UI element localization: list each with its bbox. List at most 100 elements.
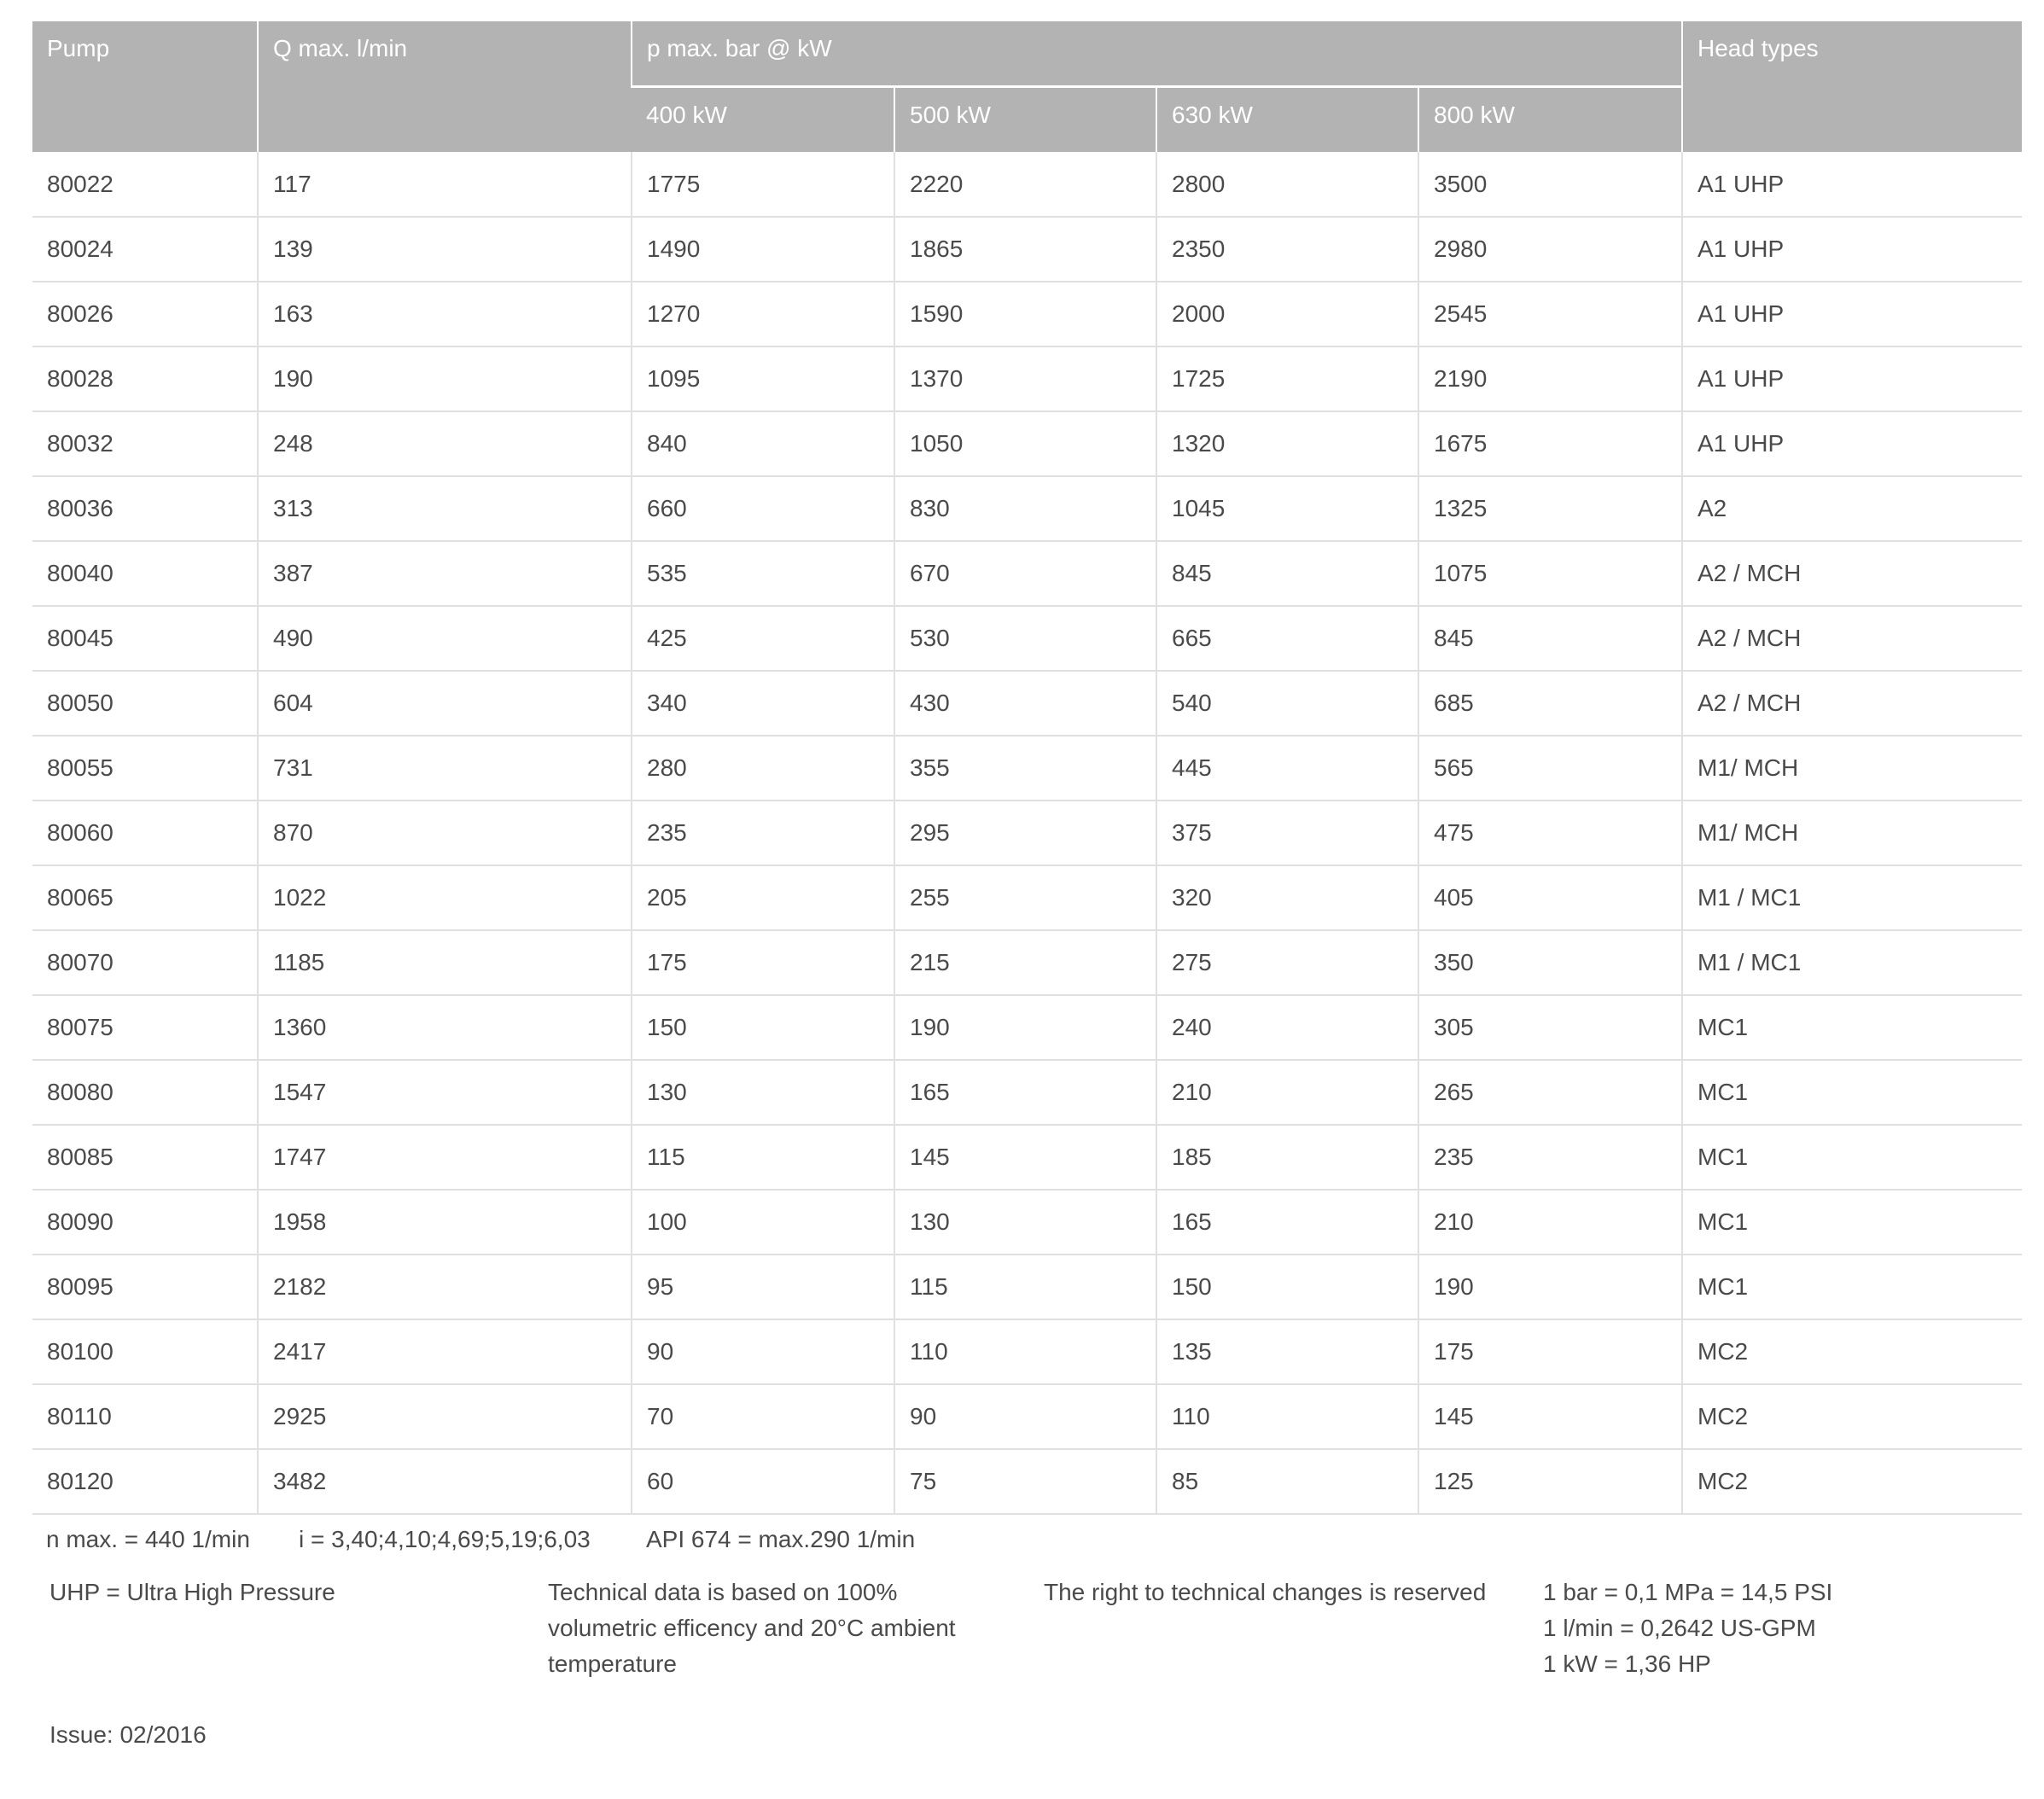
cell-pump: 80085 bbox=[32, 1125, 258, 1191]
table-row: 80070 1185 175 215 275 350 M1 / MC1 bbox=[32, 930, 2022, 996]
cell-p-800kw: 845 bbox=[1418, 606, 1682, 672]
cell-q-max: 139 bbox=[257, 217, 632, 282]
cell-head-type: MC2 bbox=[1681, 1384, 2022, 1450]
cell-pump: 80022 bbox=[32, 152, 258, 218]
cell-p-630kw: 540 bbox=[1156, 671, 1418, 736]
cell-p-800kw: 565 bbox=[1418, 736, 1682, 801]
cell-q-max: 1747 bbox=[257, 1125, 632, 1191]
cell-p-630kw: 1320 bbox=[1156, 411, 1418, 477]
cell-p-630kw: 185 bbox=[1156, 1125, 1418, 1191]
table-row: 80055 731 280 355 445 565 M1/ MCH bbox=[32, 736, 2022, 801]
cell-p-800kw: 175 bbox=[1418, 1319, 1682, 1385]
table-row: 80100 2417 90 110 135 175 MC2 bbox=[32, 1319, 2022, 1385]
table-row: 80026 163 1270 1590 2000 2545 A1 UHP bbox=[32, 282, 2022, 347]
cell-pump: 80032 bbox=[32, 411, 258, 477]
footer-api: API 674 = max.290 1/min bbox=[646, 1526, 916, 1552]
cell-p-630kw: 110 bbox=[1156, 1384, 1418, 1450]
cell-q-max: 1958 bbox=[257, 1190, 632, 1255]
cell-head-type: A2 / MCH bbox=[1681, 541, 2022, 607]
cell-q-max: 313 bbox=[257, 476, 632, 542]
table-body: 80022 117 1775 2220 2800 3500 A1 UHP 80024 139 14… bbox=[32, 152, 2022, 1515]
cell-pump: 80026 bbox=[32, 282, 258, 347]
cell-p-500kw: 1370 bbox=[894, 346, 1156, 412]
cell-pump: 80040 bbox=[32, 541, 258, 607]
cell-head-type: A1 UHP bbox=[1681, 217, 2022, 282]
cell-q-max: 604 bbox=[257, 671, 632, 736]
table-row: 80045 490 425 530 665 845 A2 / MCH bbox=[32, 606, 2022, 672]
cell-p-500kw: 90 bbox=[894, 1384, 1156, 1450]
cell-pump: 80080 bbox=[32, 1060, 258, 1126]
cell-q-max: 387 bbox=[257, 541, 632, 607]
header-500kw: 500 kW bbox=[894, 85, 1156, 152]
table-row: 80060 870 235 295 375 475 M1/ MCH bbox=[32, 801, 2022, 866]
cell-head-type: MC1 bbox=[1681, 1255, 2022, 1320]
cell-p-630kw: 1725 bbox=[1156, 346, 1418, 412]
cell-q-max: 163 bbox=[257, 282, 632, 347]
cell-q-max: 2182 bbox=[257, 1255, 632, 1320]
cell-p-800kw: 2545 bbox=[1418, 282, 1682, 347]
cell-p-800kw: 350 bbox=[1418, 930, 1682, 996]
table-row: 80050 604 340 430 540 685 A2 / MCH bbox=[32, 671, 2022, 736]
cell-head-type: M1/ MCH bbox=[1681, 736, 2022, 801]
cell-p-500kw: 830 bbox=[894, 476, 1156, 542]
footer-ratio: i = 3,40;4,10;4,69;5,19;6,03 bbox=[299, 1526, 591, 1552]
cell-p-630kw: 135 bbox=[1156, 1319, 1418, 1385]
cell-p-500kw: 165 bbox=[894, 1060, 1156, 1126]
cell-p-500kw: 75 bbox=[894, 1449, 1156, 1515]
table-row: 80024 139 1490 1865 2350 2980 A1 UHP bbox=[32, 217, 2022, 282]
cell-p-630kw: 150 bbox=[1156, 1255, 1418, 1320]
cell-pump: 80075 bbox=[32, 995, 258, 1061]
cell-pump: 80036 bbox=[32, 476, 258, 542]
cell-p-400kw: 175 bbox=[631, 930, 894, 996]
cell-p-630kw: 445 bbox=[1156, 736, 1418, 801]
cell-p-400kw: 95 bbox=[631, 1255, 894, 1320]
cell-head-type: M1 / MC1 bbox=[1681, 930, 2022, 996]
cell-q-max: 1547 bbox=[257, 1060, 632, 1126]
cell-p-400kw: 1775 bbox=[631, 152, 894, 218]
cell-p-800kw: 475 bbox=[1418, 801, 1682, 866]
cell-head-type: M1 / MC1 bbox=[1681, 865, 2022, 931]
header-pump: Pump bbox=[32, 21, 258, 152]
cell-head-type: A1 UHP bbox=[1681, 346, 2022, 412]
header-800kw: 800 kW bbox=[1418, 85, 1682, 152]
cell-q-max: 870 bbox=[257, 801, 632, 866]
header-head-types: Head types bbox=[1681, 21, 2022, 152]
cell-p-500kw: 115 bbox=[894, 1255, 1156, 1320]
cell-p-500kw: 145 bbox=[894, 1125, 1156, 1191]
conversion-line: 1 l/min = 0,2642 US-GPM bbox=[1543, 1615, 1816, 1641]
table-row: 80036 313 660 830 1045 1325 A2 bbox=[32, 476, 2022, 542]
table-row: 80040 387 535 670 845 1075 A2 / MCH bbox=[32, 541, 2022, 607]
cell-p-800kw: 405 bbox=[1418, 865, 1682, 931]
cell-p-630kw: 2000 bbox=[1156, 282, 1418, 347]
cell-p-630kw: 320 bbox=[1156, 865, 1418, 931]
cell-p-630kw: 1045 bbox=[1156, 476, 1418, 542]
cell-p-800kw: 190 bbox=[1418, 1255, 1682, 1320]
cell-p-800kw: 125 bbox=[1418, 1449, 1682, 1515]
cell-p-500kw: 215 bbox=[894, 930, 1156, 996]
cell-head-type: MC1 bbox=[1681, 995, 2022, 1061]
cell-p-800kw: 265 bbox=[1418, 1060, 1682, 1126]
cell-head-type: A1 UHP bbox=[1681, 282, 2022, 347]
cell-p-500kw: 670 bbox=[894, 541, 1156, 607]
cell-pump: 80095 bbox=[32, 1255, 258, 1320]
cell-pump: 80028 bbox=[32, 346, 258, 412]
footer-technical-line: temperature bbox=[548, 1651, 677, 1677]
cell-pump: 80070 bbox=[32, 930, 258, 996]
cell-pump: 80120 bbox=[32, 1449, 258, 1515]
cell-head-type: A1 UHP bbox=[1681, 152, 2022, 218]
cell-p-400kw: 840 bbox=[631, 411, 894, 477]
cell-p-400kw: 100 bbox=[631, 1190, 894, 1255]
table-row: 80120 3482 60 75 85 125 MC2 bbox=[32, 1449, 2022, 1515]
cell-q-max: 2417 bbox=[257, 1319, 632, 1385]
cell-p-400kw: 535 bbox=[631, 541, 894, 607]
cell-pump: 80110 bbox=[32, 1384, 258, 1450]
cell-p-800kw: 1325 bbox=[1418, 476, 1682, 542]
cell-p-800kw: 1075 bbox=[1418, 541, 1682, 607]
table-row: 80022 117 1775 2220 2800 3500 A1 UHP bbox=[32, 152, 2022, 218]
cell-p-630kw: 2800 bbox=[1156, 152, 1418, 218]
cell-head-type: MC1 bbox=[1681, 1190, 2022, 1255]
cell-q-max: 1185 bbox=[257, 930, 632, 996]
cell-p-800kw: 145 bbox=[1418, 1384, 1682, 1450]
footer-technical-data: Technical data is based on 100% volumetr… bbox=[548, 1575, 956, 1682]
cell-p-630kw: 275 bbox=[1156, 930, 1418, 996]
